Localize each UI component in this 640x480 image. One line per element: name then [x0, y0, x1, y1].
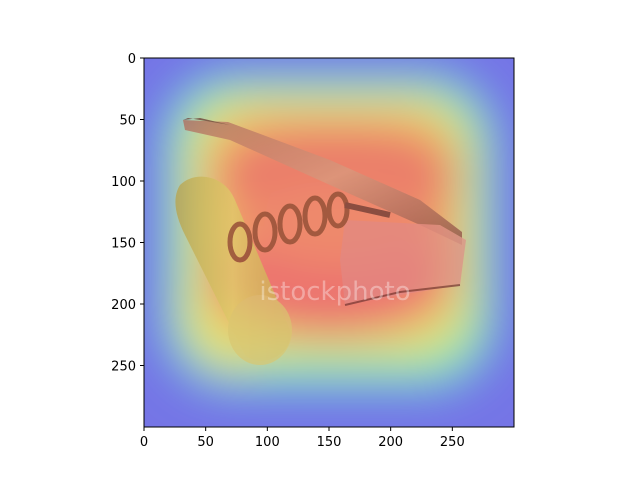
x-tick-label: 200 — [378, 435, 403, 450]
heatmap-plot-area: istockphoto — [144, 58, 514, 427]
y-axis: 0 50 100 150 200 250 — [111, 52, 144, 375]
x-axis: 0 50 100 150 200 250 — [140, 427, 465, 450]
x-tick-label: 0 — [140, 435, 148, 450]
x-tick-label: 250 — [440, 435, 465, 450]
y-tick-label: 50 — [119, 114, 136, 129]
watermark-text: istockphoto — [259, 277, 410, 307]
y-tick-label: 250 — [111, 360, 136, 375]
y-tick-label: 0 — [128, 52, 136, 67]
y-tick-label: 150 — [111, 237, 136, 252]
object-image — [175, 118, 466, 365]
x-tick-label: 100 — [255, 435, 280, 450]
x-tick-label: 150 — [317, 435, 342, 450]
y-tick-label: 200 — [111, 298, 136, 313]
x-tick-label: 50 — [197, 435, 214, 450]
y-tick-label: 100 — [111, 175, 136, 190]
